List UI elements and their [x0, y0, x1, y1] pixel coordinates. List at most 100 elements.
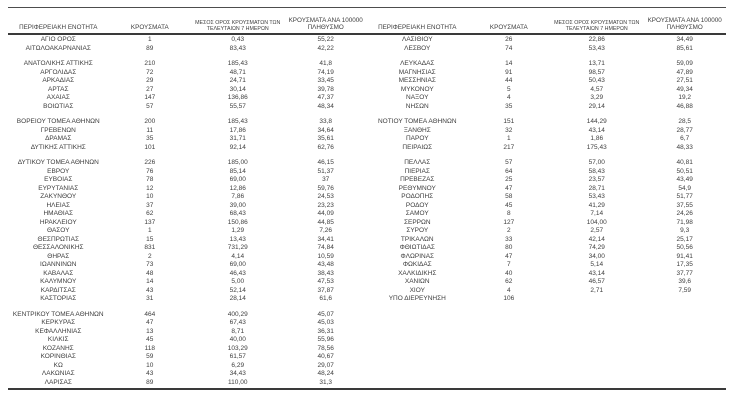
cell-region: ΚΙΛΚΙΣ [47, 336, 69, 343]
cell-per100k: 54,9 [678, 184, 692, 192]
cell-avg7: 42,14 [588, 235, 605, 243]
cell-cases: 33 [505, 235, 513, 243]
cell-avg7: 53,43 [588, 44, 605, 52]
cell-avg7: 41,29 [588, 201, 605, 209]
cell-per100k: 31,3 [319, 378, 333, 386]
cell-region: ΠΕΛΛΑΣ [404, 159, 431, 166]
cell-per100k: 61,6 [319, 295, 333, 302]
cell-avg7: 2,71 [590, 286, 604, 294]
cell-per100k: 51,37 [317, 167, 334, 175]
cell-per100k: 7,26 [319, 227, 333, 234]
table-row: ΘΗΡΑΣ 2 4,14 10,59 [8, 253, 367, 262]
cell-avg7: 136,86 [227, 94, 248, 101]
cell-region: ΛΑΚΩΝΙΑΣ [41, 370, 75, 377]
cell-avg7: 104,00 [586, 218, 607, 226]
table-row: ΚΕΡΚΥΡΑΣ 47 67,43 45,03 [8, 319, 367, 328]
cell-cases: 43 [146, 286, 154, 294]
cell-region: ΧΙΟΥ [409, 286, 425, 294]
cell-region: ΒΟΙΩΤΙΑΣ [43, 102, 74, 110]
cell-per100k: 37 [322, 176, 330, 183]
cell-region: ΖΑΚΥΝΘΟΥ [40, 193, 77, 200]
cell-avg7: 46,43 [229, 269, 246, 277]
table-row: ΔΥΤΙΚΗΣ ΑΤΤΙΚΗΣ 101 92,14 62,76 [8, 144, 367, 153]
cell-per100k: 43,48 [317, 261, 334, 268]
cell-cases: 2 [506, 227, 511, 234]
cell-cases: 58 [505, 193, 513, 200]
cell-region: ΚΟΖΑΝΗΣ [42, 344, 74, 352]
cell-region: ΚΑΒΑΛΑΣ [43, 269, 74, 277]
cell-cases: 831 [144, 244, 156, 251]
cell-region: ΑΡΓΟΛΙΔΑΣ [40, 68, 77, 76]
cell-avg7: 110,00 [228, 378, 248, 386]
table-row: ΦΩΚΙΔΑΣ 7 5,14 17,35 [367, 261, 726, 270]
table-row: ΛΑΡΙΣΑΣ 89 110,00 31,3 [8, 379, 367, 388]
cell-cases: 7 [506, 261, 511, 268]
cell-cases: 47 [505, 252, 513, 260]
cell-per100k: 6,7 [680, 135, 690, 142]
cell-per100k: 71,98 [676, 218, 693, 226]
cell-avg7: 8,71 [231, 327, 245, 335]
table-row: ΗΛΕΙΑΣ 37 39,00 23,23 [8, 202, 367, 211]
table-row: ΧΑΝΙΩΝ 62 46,57 39,6 [367, 278, 726, 287]
cell-per100k: 59,76 [317, 184, 334, 192]
cell-cases: 101 [144, 143, 156, 151]
cell-cases: 10 [146, 361, 154, 369]
cell-per100k: 40,81 [676, 159, 693, 166]
table-row: ΧΙΟΥ 4 2,71 7,59 [367, 287, 726, 296]
table-row: ΔΥΤΙΚΟΥ ΤΟΜΕΑ ΑΘΗΝΩΝ 226 185,00 46,15 [8, 159, 367, 168]
cell-region: ΑΧΑΪΑΣ [46, 94, 70, 101]
cell-per100k: 48,33 [676, 143, 693, 151]
cell-avg7: 12,86 [229, 184, 246, 192]
column-header-avg7-line2: ΤΕΛΕΥΤΑΙΩΝ 7 ΗΜΕΡΩΝ [206, 25, 269, 32]
cell-region: ΑΝΑΤΟΛΙΚΗΣ ΑΤΤΙΚΗΣ [23, 60, 93, 67]
table-row: ΘΕΣΣΑΛΟΝΙΚΗΣ 831 731,29 74,84 [8, 244, 367, 253]
cell-region: ΙΩΑΝΝΙΝΩΝ [40, 261, 77, 268]
cell-region: ΣΑΜΟΥ [405, 210, 429, 217]
column-header-cases: ΚΡΟΥΣΜΑΤΑ [489, 24, 528, 32]
cell-region: ΗΡΑΚΛΕΙΟΥ [39, 218, 77, 226]
column-header-per100k-line2: ΠΛΗΘΥΣΜΟ [666, 24, 703, 32]
cell-avg7: 2,57 [590, 227, 604, 234]
cell-cases: 4 [506, 94, 511, 101]
cell-avg7: 67,43 [229, 319, 246, 326]
column-header-per100k: ΚΡΟΥΣΜΑΤΑ ΑΝΑ 100000 ΠΛΗΘΥΣΜΟ [643, 18, 726, 32]
cell-avg7: 29,14 [588, 102, 605, 110]
table-row: ΜΕΣΣΗΝΙΑΣ 44 50,43 27,51 [367, 77, 726, 86]
cell-per100k: 74,84 [317, 244, 334, 251]
cell-region: ΜΕΣΣΗΝΙΑΣ [398, 77, 436, 84]
cell-avg7: 74,29 [588, 244, 605, 251]
cell-per100k: 45,03 [317, 319, 334, 326]
cell-avg7: 92,14 [229, 143, 246, 151]
row-group: ΑΓΙΟ ΟΡΟΣ 1 0,43 55,22 ΑΙΤΩΛΟΑΚΑΡΝΑΝΙΑΣ 89 83,… [8, 36, 367, 53]
column-header-avg7: ΜΕΣΟΣ ΟΡΟΣ ΚΡΟΥΣΜΑΤΩΝ ΤΩΝ ΤΕΛΕΥΤΑΙΩΝ 7 Η… [191, 20, 284, 32]
table-row: ΚΑΛΥΜΝΟΥ 14 5,00 47,53 [8, 278, 367, 287]
table-row: ΕΥΒΟΙΑΣ 78 69,00 37 [8, 176, 367, 185]
cell-per100k: 47,89 [676, 68, 693, 76]
cell-per100k: 43,49 [676, 176, 693, 183]
cell-per100k: 48,24 [317, 370, 334, 377]
cell-region: ΑΡΚΑΔΙΑΣ [42, 77, 75, 84]
cell-region: ΕΥΒΟΙΑΣ [44, 176, 73, 183]
cell-cases: 1 [506, 135, 511, 142]
row-group: ΝΟΤΙΟΥ ΤΟΜΕΑ ΑΘΗΝΩΝ 151 144,29 28,5 ΞΑΝΘΗΣ 32… [367, 118, 726, 152]
cell-cases: 64 [505, 167, 513, 175]
cell-per100k: 47,53 [317, 278, 334, 285]
cell-region: ΚΑΛΥΜΝΟΥ [40, 278, 77, 285]
cell-region: ΦΛΩΡΙΝΑΣ [400, 252, 435, 260]
table-row: ΛΑΚΩΝΙΑΣ 43 34,43 48,24 [8, 370, 367, 379]
cell-cases: 151 [503, 118, 515, 125]
table-row: ΚΑΣΤΟΡΙΑΣ 31 28,14 61,6 [8, 295, 367, 304]
cell-per100k: 91,41 [676, 252, 693, 260]
cell-cases: 89 [146, 44, 154, 52]
column-header-per100k-line1: ΚΡΟΥΣΜΑΤΑ ΑΝΑ 100000 [647, 17, 722, 25]
cell-cases: 32 [505, 126, 513, 134]
cell-avg7: 98,57 [588, 68, 605, 76]
cell-avg7: 23,57 [588, 176, 605, 183]
table-row: ΒΟΙΩΤΙΑΣ 57 55,57 48,34 [8, 103, 367, 112]
table-row: ΑΓΙΟ ΟΡΟΣ 1 0,43 55,22 [8, 36, 367, 45]
cell-avg7: 1,29 [231, 227, 245, 234]
cell-avg7: 57,00 [588, 159, 605, 166]
cell-cases: 78 [146, 176, 154, 183]
cell-avg7: 7,14 [590, 210, 604, 217]
cell-region: ΕΒΡΟΥ [47, 167, 70, 175]
